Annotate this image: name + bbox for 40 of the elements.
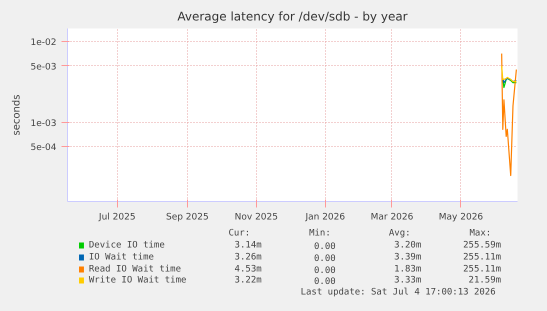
- text: Min:: [309, 228, 331, 238]
- text: 3.14m: [234, 240, 262, 250]
- text: 3.22m: [234, 276, 262, 286]
- y-tick-label: 5e-04: [30, 143, 57, 154]
- line-series: [502, 78, 517, 88]
- text: 255.11m: [463, 264, 502, 274]
- text: Max:: [470, 228, 492, 238]
- y-tick-label: 1e-03: [30, 118, 57, 129]
- x-tick-label: Jul 2025: [98, 212, 136, 222]
- line-series: [501, 52, 517, 176]
- legend-label: Write IO Wait time: [88, 276, 186, 286]
- text: 3.26m: [234, 252, 262, 262]
- x-tick-label: May 2026: [438, 212, 484, 222]
- text: Cur:: [228, 228, 250, 238]
- text: 255.59m: [463, 240, 502, 250]
- legend-label: Device IO time: [88, 240, 165, 250]
- x-tick-label: Nov 2025: [234, 212, 278, 222]
- text: 3.20m: [394, 240, 422, 250]
- legend-label: IO Wait time: [88, 252, 154, 262]
- x-tick-label: Jan 2026: [304, 212, 346, 222]
- text: 0.00: [314, 266, 336, 276]
- legend-label: Read IO Wait time: [88, 264, 182, 274]
- line-series: [501, 65, 517, 82]
- text: 3.39m: [394, 252, 422, 262]
- x-tick-label: Sep 2025: [166, 212, 209, 222]
- text: 1.83m: [394, 264, 422, 274]
- y-tick-label: 5e-03: [30, 62, 57, 72]
- y-tick-label: 1e-02: [30, 38, 57, 48]
- text: 0.00: [314, 242, 336, 252]
- y-axis-title: seconds: [12, 94, 23, 136]
- text: 0.00: [314, 277, 336, 287]
- text: Avg:: [388, 228, 411, 238]
- text: 21.59m: [468, 276, 502, 286]
- text: 4.53m: [234, 264, 262, 274]
- chart-title: Average latency for /dev/sdb - by year: [177, 10, 408, 24]
- text: Last update: Sat Jul 4 17:00:13 2026: [300, 288, 496, 298]
- x-tick-label: Mar 2026: [370, 212, 414, 222]
- text: 3.33m: [394, 276, 422, 286]
- text: 0.00: [314, 254, 336, 264]
- text: 255.11m: [463, 252, 502, 262]
